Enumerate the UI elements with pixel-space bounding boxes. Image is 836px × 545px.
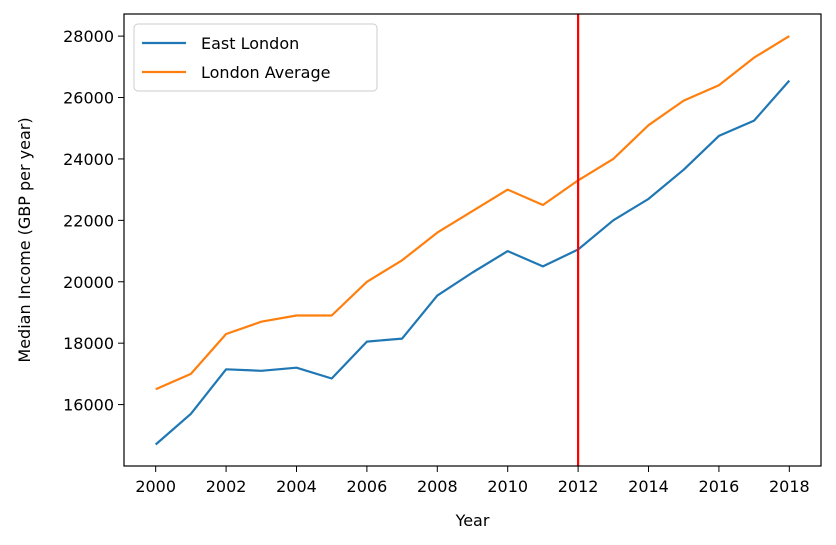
plot-frame [123,13,822,467]
y-tick-label: 20000 [63,273,114,292]
x-tick-label: 2010 [487,477,528,496]
x-tick-label: 2008 [417,477,458,496]
legend: East London London Average [133,23,378,92]
legend-box [133,23,378,92]
x-axis: 2000 2002 2004 2006 2008 2010 2012 2014 2016 2018 [135,466,810,496]
x-tick-label: 2012 [558,477,599,496]
y-tick-label: 26000 [63,89,114,108]
y-axis-label: Median Income (GBP per year) [15,117,34,362]
x-tick-label: 2000 [135,477,176,496]
y-tick-label: 28000 [63,27,114,46]
series-line-london-average [155,35,790,391]
x-tick-label: 2016 [699,477,740,496]
y-tick-label: 18000 [63,334,114,353]
y-tick-label: 16000 [63,396,114,415]
x-axis-label: Year [455,511,490,530]
legend-label-london-average: London Average [201,63,330,82]
x-tick-label: 2006 [347,477,388,496]
series-line-east-london [154,79,791,446]
x-tick-label: 2004 [276,477,317,496]
x-tick-label: 2002 [206,477,247,496]
x-tick-label: 2014 [628,477,669,496]
legend-label-east-london: East London [201,34,299,53]
y-tick-label: 24000 [63,150,114,169]
y-tick-label: 22000 [63,211,114,230]
plot-area [154,14,791,466]
x-tick-label: 2018 [769,477,810,496]
y-axis: 16000 18000 20000 22000 24000 26000 28000 [63,27,124,415]
